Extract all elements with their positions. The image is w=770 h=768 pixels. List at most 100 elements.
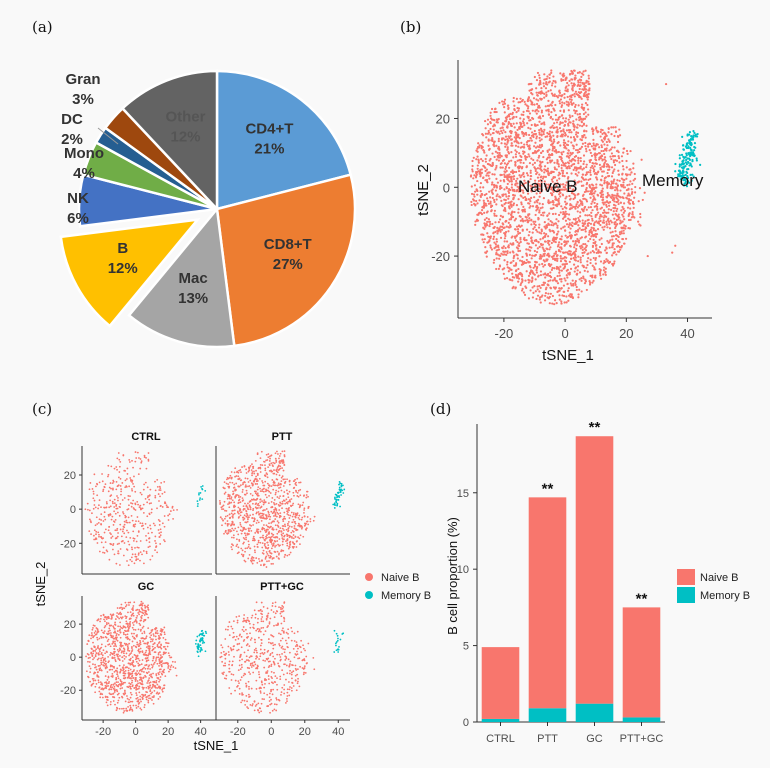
point-naive-b: [231, 521, 234, 524]
point-naive-b: [296, 477, 299, 480]
point-naive-b: [565, 262, 569, 265]
point-naive-b: [245, 509, 247, 512]
point-naive-b: [560, 235, 563, 238]
point-naive-b: [161, 522, 164, 525]
point-naive-b: [537, 179, 540, 183]
point-naive-b: [261, 512, 264, 515]
point-naive-b: [592, 279, 595, 282]
point-naive-b: [255, 475, 258, 478]
point-naive-b: [589, 258, 592, 261]
point-naive-b: [275, 489, 278, 492]
pie-value-b: 12%: [108, 260, 138, 277]
point-naive-b: [503, 123, 506, 126]
point-naive-b: [127, 564, 130, 567]
point-naive-b: [307, 505, 310, 508]
point-naive-b: [616, 134, 620, 138]
point-naive-b: [121, 530, 124, 533]
point-naive-b: [290, 498, 293, 500]
point-naive-b: [119, 503, 122, 505]
point-naive-b: [577, 293, 580, 296]
point-naive-b: [550, 268, 554, 271]
point-naive-b: [500, 138, 504, 141]
point-naive-b: [133, 485, 136, 488]
point-naive-b: [111, 535, 114, 538]
point-naive-b: [243, 480, 246, 483]
point-naive-b: [238, 478, 240, 481]
point-naive-b: [260, 564, 262, 566]
point-naive-b: [547, 99, 550, 102]
point-naive-b: [528, 161, 532, 165]
point-naive-b: [506, 147, 509, 151]
point-naive-b: [530, 196, 533, 199]
point-naive-b: [90, 521, 92, 524]
point-naive-b: [562, 143, 566, 147]
point-naive-b: [564, 120, 567, 123]
point-naive-b: [246, 513, 249, 516]
point-naive-b: [542, 132, 545, 136]
point-naive-b: [547, 279, 550, 283]
point-naive-b: [130, 546, 133, 549]
point-naive-b: [537, 106, 540, 109]
point-naive-b: [531, 185, 534, 188]
point-naive-b: [231, 548, 233, 551]
point-naive-b: [594, 198, 597, 201]
point-naive-b: [275, 509, 278, 512]
point-naive-b: [528, 279, 531, 282]
point-naive-b: [538, 131, 541, 134]
point-naive-b: [589, 261, 592, 265]
point-naive-b: [506, 266, 509, 269]
point-naive-b: [512, 202, 516, 205]
point-naive-b: [568, 79, 571, 82]
point-naive-b: [278, 487, 280, 489]
point-naive-b: [514, 161, 517, 164]
point-naive-b: [554, 103, 557, 107]
point-naive-b: [265, 524, 268, 527]
point-naive-b: [623, 218, 626, 221]
point-naive-b: [123, 532, 126, 535]
point-naive-b: [596, 178, 599, 181]
point-naive-b: [515, 115, 518, 119]
point-naive-b: [540, 244, 543, 247]
point-naive-b: [616, 214, 619, 217]
point-naive-b: [261, 526, 264, 529]
point-naive-b: [292, 502, 295, 505]
point-naive-b: [583, 269, 586, 272]
point-naive-b: [126, 695, 128, 697]
point-naive-b: [493, 212, 496, 215]
point-naive-b: [109, 505, 112, 508]
point-naive-b: [92, 497, 95, 500]
point-naive-b: [510, 261, 513, 264]
point-naive-b: [553, 167, 557, 171]
point-naive-b: [243, 507, 245, 510]
point-naive-b: [508, 136, 511, 140]
point-naive-b: [274, 508, 277, 511]
point-naive-b: [572, 251, 575, 254]
point-naive-b: [119, 523, 122, 526]
point-naive-b: [618, 161, 621, 164]
point-naive-b: [126, 473, 129, 475]
point-naive-b: [598, 238, 601, 241]
point-memory-b: [681, 176, 685, 179]
point-naive-b: [600, 145, 604, 149]
point-naive-b: [474, 176, 478, 179]
point-naive-b: [236, 530, 238, 533]
point-naive-b: [573, 125, 576, 128]
point-naive-b: [564, 77, 567, 80]
point-naive-b: [513, 194, 516, 197]
point-naive-b: [276, 524, 279, 527]
point-naive-b: [108, 558, 111, 561]
point-naive-b: [529, 127, 532, 130]
point-naive-b: [545, 258, 548, 261]
point-naive-b: [551, 153, 554, 156]
point-naive-b: [158, 500, 160, 502]
point-naive-b: [581, 251, 584, 255]
point-naive-b: [254, 532, 257, 534]
point-naive-b: [259, 516, 261, 519]
point-naive-b: [591, 217, 594, 220]
point-naive-b: [278, 509, 281, 511]
point-naive-b: [586, 219, 589, 222]
point-naive-b: [517, 133, 520, 136]
point-naive-b: [107, 475, 109, 478]
point-naive-b: [223, 492, 226, 495]
point-naive-b: [281, 475, 284, 478]
